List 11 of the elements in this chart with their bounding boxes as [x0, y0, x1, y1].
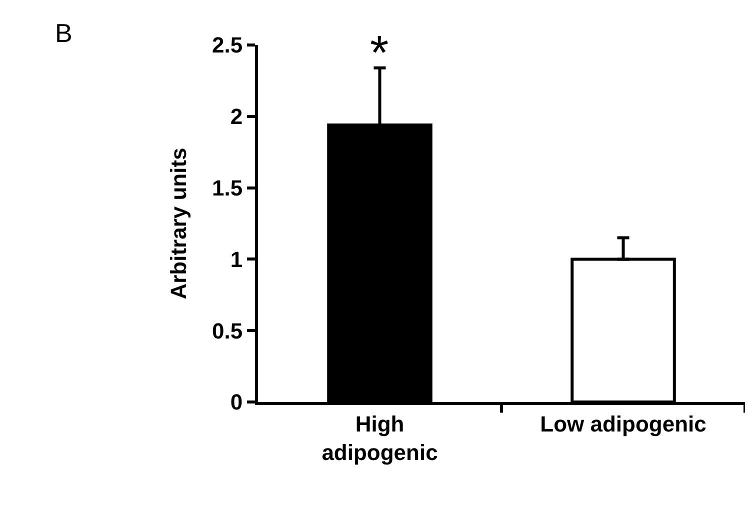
y-tick-label: 1.5	[212, 176, 243, 200]
x-tick-label: Low adipogenic	[540, 411, 706, 436]
y-tick-label: 0	[230, 390, 243, 415]
y-axis-title: Arbitrary units	[166, 148, 191, 300]
y-tick-label: 2	[230, 104, 243, 130]
text: B	[55, 18, 72, 48]
y-tick-label: 2.5	[212, 32, 243, 58]
y-tick-label: 0.5	[212, 318, 243, 344]
y-tick-label: 1	[230, 246, 243, 272]
annotation: *	[370, 27, 389, 80]
x-tick-label: High adipogenic	[322, 411, 438, 465]
